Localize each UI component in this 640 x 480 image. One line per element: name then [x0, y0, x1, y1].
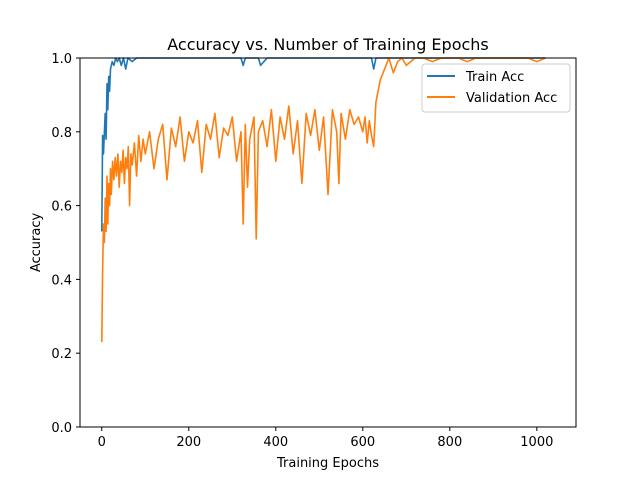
y-tick-label: 0.8 [51, 126, 72, 141]
x-tick-label: 200 [176, 435, 201, 450]
plot-frame [79, 57, 577, 428]
x-axis-label: Training Epochs [276, 456, 379, 471]
x-tick-label: 800 [437, 435, 462, 450]
legend-box [421, 63, 571, 113]
y-tick-label: 0.6 [51, 200, 72, 215]
x-tick-label: 0 [98, 435, 106, 450]
y-tick-label: 0.2 [51, 347, 72, 362]
x-tick-label: 400 [263, 435, 288, 450]
y-tick-label: 0.0 [51, 421, 72, 436]
y-tick-label: 0.4 [51, 273, 72, 288]
x-axis: 0 200 400 600 800 1000 [98, 427, 553, 450]
legend-label-train-acc: Train Acc [465, 70, 524, 85]
y-axis: 0.0 0.2 0.4 0.6 0.8 1.0 [51, 52, 80, 436]
legend-label-validation-acc: Validation Acc [466, 91, 557, 106]
x-tick-label: 600 [350, 435, 375, 450]
x-tick-label: 1000 [520, 435, 553, 450]
y-tick-label: 1.0 [51, 52, 72, 67]
legend: Train Acc Validation Acc [421, 63, 571, 113]
series-line-validation-acc [101, 57, 546, 343]
y-axis-label: Accuracy [29, 213, 44, 273]
chart-title: Accuracy vs. Number of Training Epochs [167, 35, 489, 54]
